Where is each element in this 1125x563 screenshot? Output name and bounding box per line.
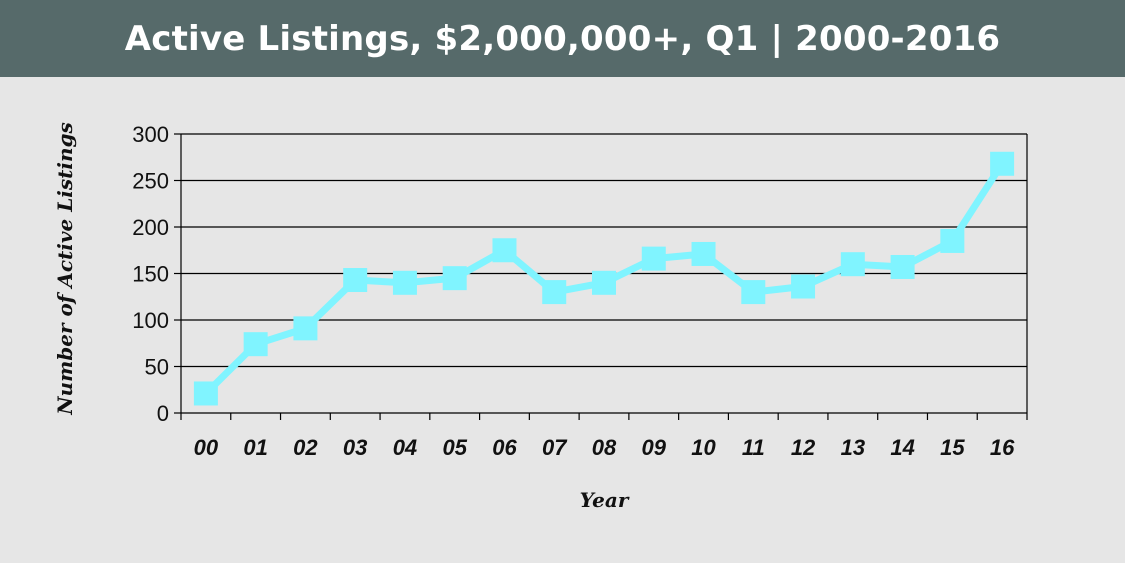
x-tick-label: 01	[243, 435, 267, 460]
x-tick-label: 15	[940, 435, 965, 460]
data-point-marker	[492, 238, 517, 263]
data-point-marker	[890, 254, 915, 279]
x-tick-label: 02	[293, 435, 318, 460]
x-tick-label: 06	[492, 435, 517, 460]
chart-header: Active Listings, $2,000,000+, Q1 | 2000-…	[0, 0, 1125, 77]
x-tick-label: 10	[691, 435, 716, 460]
x-tick-label: 07	[542, 435, 568, 460]
x-tick-label: 03	[343, 435, 367, 460]
data-point-marker	[592, 270, 616, 295]
x-tick-label: 13	[841, 435, 865, 460]
x-axis-title: Year	[580, 488, 630, 512]
chart-title: Active Listings, $2,000,000+, Q1 | 2000-…	[124, 18, 1001, 59]
data-point-marker	[542, 280, 567, 305]
series-group	[193, 151, 1015, 406]
data-point-marker	[990, 151, 1015, 176]
x-tick-label: 16	[990, 435, 1015, 460]
x-tick-label: 11	[742, 435, 765, 460]
x-tick-label: 00	[194, 435, 219, 460]
x-tick-label: 04	[393, 435, 417, 460]
y-tick-label: 250	[132, 169, 169, 194]
data-point-marker	[940, 228, 965, 253]
x-tick-label: 14	[890, 435, 914, 460]
data-point-marker	[840, 252, 865, 277]
line-chart: 0 50 100 150 200 250 300 00 01 02 03 04 05 06 07 08 09 1…	[53, 122, 1028, 512]
data-point-marker	[641, 246, 666, 271]
data-point-marker	[741, 280, 766, 305]
x-tick-label: 12	[791, 435, 816, 460]
data-point-marker	[343, 268, 368, 293]
y-axis-ticks: 0 50 100 150 200 250 300	[132, 122, 181, 426]
data-point-marker	[442, 266, 467, 291]
x-tick-label: 08	[592, 435, 617, 460]
y-tick-label: 0	[157, 401, 169, 426]
data-point-marker	[392, 270, 417, 295]
data-point-marker	[243, 332, 268, 357]
data-point-marker	[293, 316, 318, 341]
y-tick-label: 150	[132, 262, 169, 287]
y-tick-label: 50	[145, 355, 169, 380]
x-axis-ticks: 00 01 02 03 04 05 06 07 08 09 10 11 12 13 14 15 16	[180, 413, 1028, 460]
data-point-marker	[791, 274, 816, 299]
data-point-marker	[691, 241, 716, 266]
y-tick-label: 300	[132, 122, 169, 147]
x-tick-label: 09	[642, 435, 667, 460]
y-axis-title: Number of Active Listings	[53, 122, 77, 415]
data-point-marker	[193, 381, 218, 406]
y-tick-label: 200	[132, 215, 169, 240]
y-tick-label: 100	[132, 308, 169, 333]
chart-area: 0 50 100 150 200 250 300 00 01 02 03 04 05 06 07 08 09 1…	[0, 77, 1125, 563]
x-tick-label: 05	[442, 435, 467, 460]
